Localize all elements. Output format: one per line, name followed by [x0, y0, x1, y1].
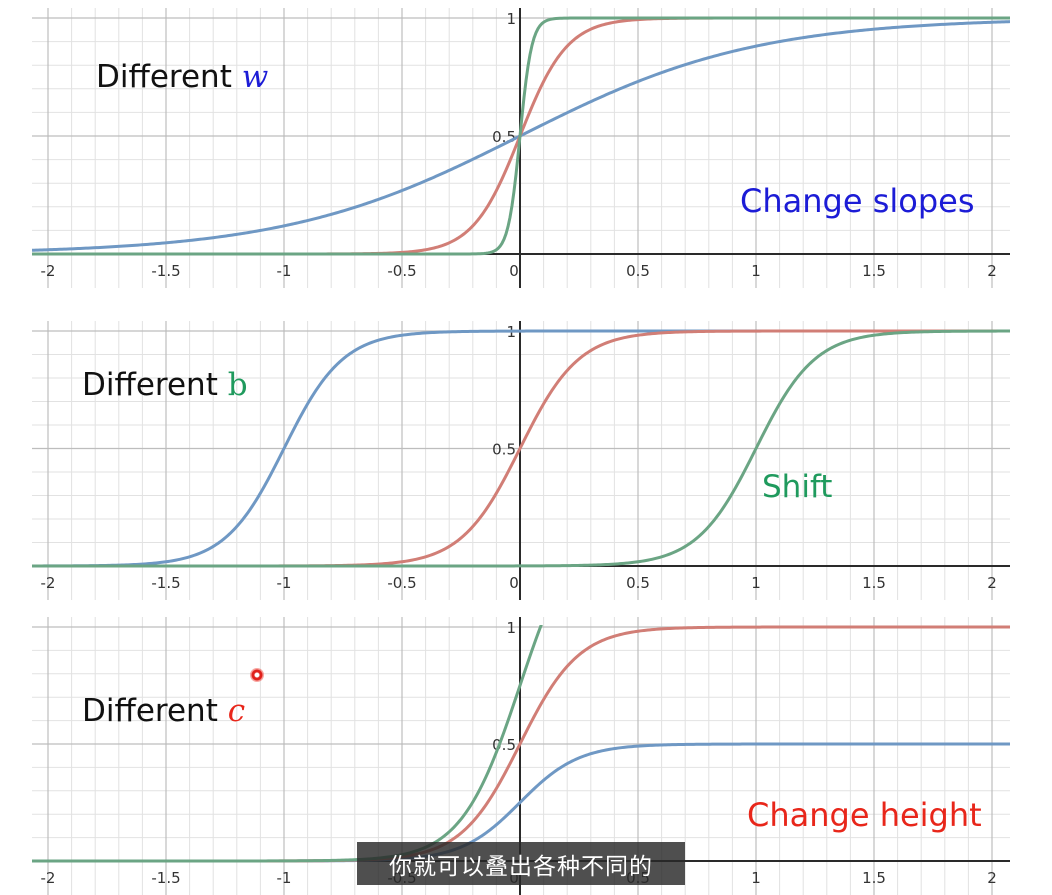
panel-label: Different w	[96, 59, 268, 95]
y-tick-label: 1	[506, 10, 516, 28]
x-tick-label: 0.5	[626, 262, 650, 280]
panel-label-word: Different	[82, 693, 228, 729]
x-tick-label: 1.5	[862, 574, 886, 592]
pointer-highlight-icon	[250, 668, 264, 682]
x-tick-label: 0	[509, 262, 519, 280]
x-tick-label: 1	[751, 262, 761, 280]
x-tick-label: -1	[277, 869, 292, 887]
series-line-green	[32, 329, 1010, 568]
panel-label-word: Different	[96, 59, 242, 95]
x-tick-label: -1.5	[151, 869, 180, 887]
panel-label: Different c	[82, 693, 245, 729]
x-tick-label: 1.5	[862, 869, 886, 887]
x-tick-label: 1	[751, 574, 761, 592]
x-tick-label: -2	[41, 262, 56, 280]
panel-label: Different b	[82, 367, 248, 403]
x-tick-label: 2	[987, 869, 997, 887]
panel-note: Shift	[762, 469, 832, 505]
x-tick-label: -1.5	[151, 574, 180, 592]
x-tick-label: 0.5	[626, 574, 650, 592]
x-tick-label: 1.5	[862, 262, 886, 280]
x-tick-label: -1	[277, 262, 292, 280]
x-tick-label: 1	[751, 869, 761, 887]
panel-label-word: Different	[82, 367, 228, 403]
x-tick-label: -0.5	[387, 262, 416, 280]
video-subtitle: 你就可以叠出各种不同的	[357, 842, 685, 885]
panel-note: Change height	[747, 796, 982, 834]
x-tick-label: 2	[987, 262, 997, 280]
x-tick-label: -2	[41, 869, 56, 887]
x-tick-label: -1	[277, 574, 292, 592]
series-line-green	[32, 625, 543, 863]
panel-note: Change slopes	[740, 182, 975, 220]
series-line-green	[32, 16, 1010, 256]
x-tick-label: -2	[41, 574, 56, 592]
x-tick-label: -0.5	[387, 574, 416, 592]
x-tick-label: 0	[509, 574, 519, 592]
panel-label-variable: w	[242, 59, 269, 95]
x-tick-label: -1.5	[151, 262, 180, 280]
panel-label-variable: b	[228, 367, 248, 403]
panel-label-variable: c	[228, 693, 245, 729]
y-tick-label: 1	[506, 619, 516, 637]
y-tick-label: 0.5	[492, 441, 516, 459]
x-tick-label: 2	[987, 574, 997, 592]
